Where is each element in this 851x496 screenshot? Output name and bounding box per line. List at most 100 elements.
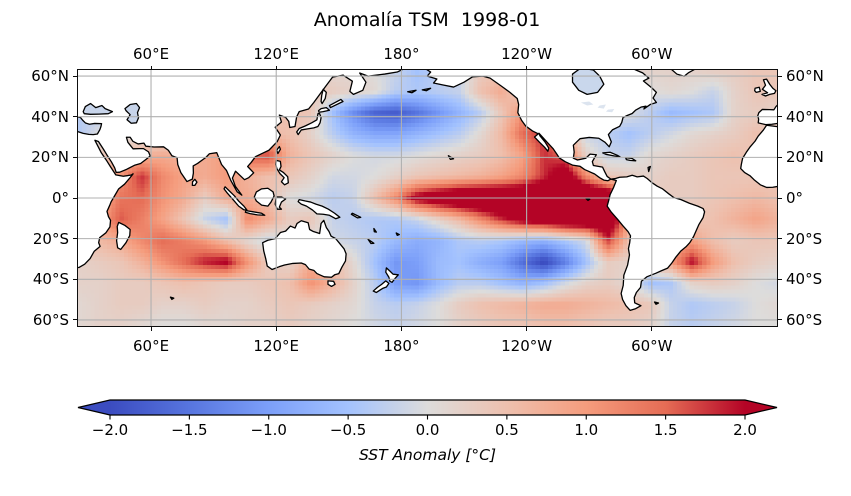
colorbar-tick-label-0.5: 0.5	[495, 421, 519, 439]
landmass-borneo	[254, 188, 274, 206]
lon-label-top-60: 60°E	[132, 45, 170, 63]
tick-right-40	[777, 116, 782, 118]
tick-left--60	[73, 319, 78, 321]
lat-label-right-40: 40°N	[786, 107, 824, 126]
colorbar-tick-label-1.5: 1.5	[654, 421, 678, 439]
colorbar-tick-label-2: 2.0	[733, 421, 757, 439]
tick-bottom-120	[275, 326, 277, 331]
landmass-fiji	[396, 233, 399, 235]
lon-label-bottom-60: 60°E	[132, 337, 170, 355]
landmass-eurasia_africa	[78, 70, 429, 267]
tick-top-120	[275, 65, 277, 70]
lon-label-bottom-240: 120°W	[501, 337, 553, 355]
landmass-antilles	[648, 167, 650, 172]
lat-label-left-0: 0°	[51, 189, 69, 207]
landmass-taiwan	[277, 147, 281, 154]
colorbar-tick-label-1: 1.0	[574, 421, 598, 439]
landmass-kurils	[329, 99, 343, 107]
lon-label-top-120: 120°E	[253, 45, 300, 63]
colorbar-tick-label--2: −2.0	[92, 421, 128, 439]
landmass-japan_hokkaido	[319, 108, 330, 113]
lat-label-right--60: 60°S	[786, 310, 823, 329]
map-plot	[78, 70, 777, 326]
landmass-aleutians_west	[408, 90, 416, 92]
lake-great-lakes-mid	[597, 104, 606, 109]
landmass-galapagos	[586, 199, 590, 201]
landmass-hispaniola	[626, 158, 636, 161]
lat-label-right-0: 0°	[786, 189, 804, 207]
tick-top-300	[651, 65, 653, 70]
colorbar-tick-label--1.5: −1.5	[171, 421, 207, 439]
tick-left-20	[73, 156, 78, 158]
landmass-nz_north	[386, 268, 399, 282]
colorbar-tick-label--0.5: −0.5	[330, 421, 366, 439]
tick-right-20	[777, 156, 782, 158]
lake-great-lakes-east	[605, 109, 615, 113]
colorbar-bar	[77, 399, 778, 416]
lat-label-right-20: 20°N	[786, 148, 824, 167]
lat-label-left-20: 20°N	[31, 148, 69, 167]
lat-label-left--40: 40°S	[32, 270, 69, 289]
lat-label-left--60: 60°S	[32, 310, 69, 329]
lon-label-bottom-180: 180°	[383, 337, 420, 355]
tick-right-0	[777, 197, 782, 199]
tick-right--60	[777, 319, 782, 321]
tick-left-60	[73, 75, 78, 77]
colorbar-tick-label--1: −1.0	[251, 421, 287, 439]
lon-label-bottom-300: 60°W	[631, 337, 673, 355]
tick-bottom-240	[526, 326, 528, 331]
tick-left-0	[73, 197, 78, 199]
figure-title: Anomalía TSM 1998-01	[313, 9, 541, 31]
colorbar-axis-label: SST Anomaly [°C]	[359, 446, 496, 464]
lat-label-right--20: 20°S	[786, 229, 823, 248]
lon-label-top-240: 120°W	[501, 45, 553, 63]
lake-great-lakes-west	[580, 101, 594, 106]
landmass-java	[245, 211, 264, 216]
tick-right--20	[777, 238, 782, 240]
landmass-north_america	[426, 70, 657, 181]
lon-label-top-180: 180°	[383, 45, 420, 63]
landmass-nz_south	[373, 281, 389, 293]
lake-black-sea	[83, 104, 112, 115]
landmass-sri_lanka	[192, 179, 197, 185]
tick-bottom-60	[150, 326, 152, 331]
tick-right-60	[777, 75, 782, 77]
landmass-west_africa	[741, 125, 777, 187]
landmass-australia	[263, 220, 346, 277]
coastlines-svg	[78, 70, 777, 326]
tick-left-40	[73, 116, 78, 118]
landmass-philippines	[276, 160, 289, 184]
lon-label-bottom-120: 120°E	[253, 337, 300, 355]
tick-top-240	[526, 65, 528, 70]
landmass-tasmania	[328, 281, 335, 286]
tick-top-180	[400, 65, 402, 70]
landmass-solomons	[351, 213, 360, 218]
lat-label-right-60: 60°N	[786, 67, 824, 86]
landmass-vanuatu	[374, 228, 377, 232]
colorbar: −2.0 −1.5 −1.0 −0.5 0.0 0.5 1.0 1.5 2.0 SST Anoma…	[77, 399, 778, 464]
tick-left--40	[73, 278, 78, 280]
landmass-south_america	[607, 175, 704, 310]
colorbar-tick-label-0: 0.0	[416, 421, 440, 439]
landmass-greenland	[658, 70, 735, 76]
lat-label-left--20: 20°S	[32, 229, 69, 248]
gridlines-svg	[78, 70, 777, 326]
lake-caspian-sea	[125, 104, 140, 124]
tick-right--40	[777, 278, 782, 280]
landmass-kerguelen	[170, 297, 173, 299]
landmass-new_guinea	[298, 200, 340, 219]
tick-top-60	[150, 65, 152, 70]
tick-bottom-180	[400, 326, 402, 331]
landmass-ireland	[755, 87, 761, 92]
lat-label-right--40: 40°S	[786, 270, 823, 289]
landmass-falklands	[655, 302, 659, 304]
tick-bottom-300	[651, 326, 653, 331]
tick-left--20	[73, 238, 78, 240]
landmass-japan_honshu	[297, 114, 321, 135]
lat-label-left-60: 60°N	[31, 67, 69, 86]
landmass-uk	[762, 79, 776, 96]
lon-label-top-300: 60°W	[631, 45, 673, 63]
lat-label-left-40: 40°N	[31, 107, 69, 126]
landmass-sakhalin	[321, 89, 326, 103]
